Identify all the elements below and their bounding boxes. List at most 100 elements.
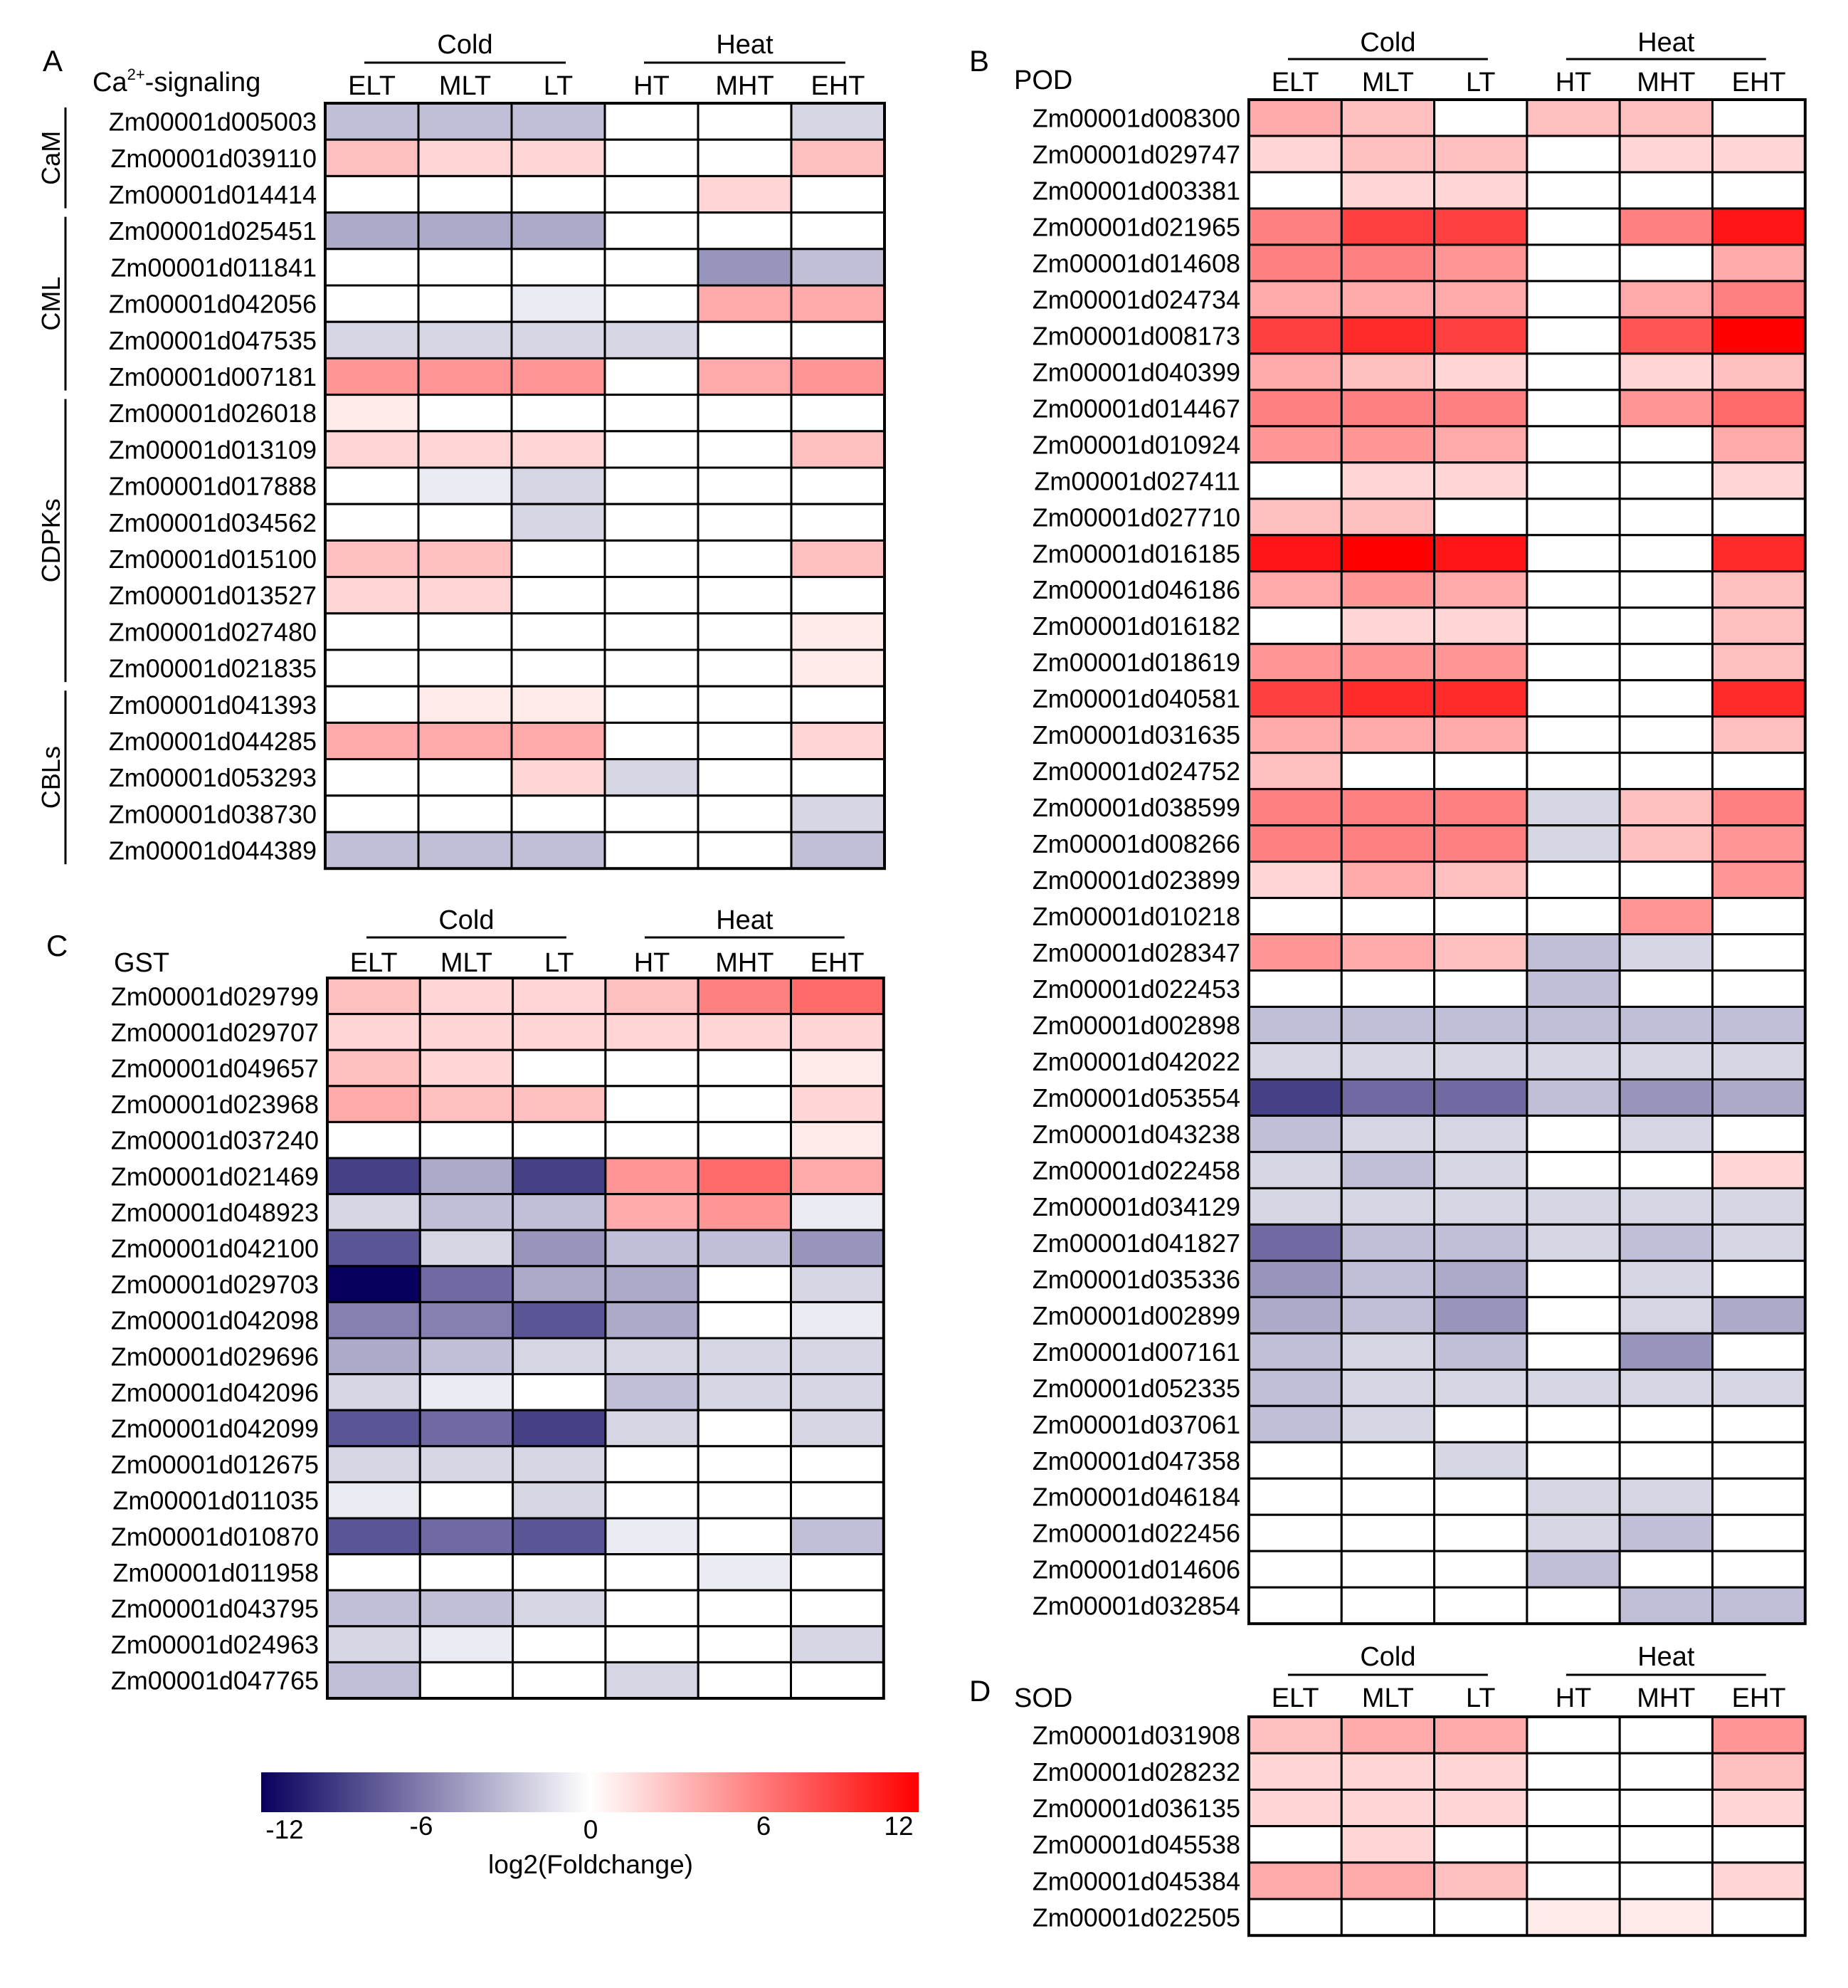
column-label: EHT [811,948,865,978]
heatmap-cell [418,1481,514,1520]
heatmap-cell [1340,1259,1436,1298]
heatmap-cell [790,831,886,870]
heatmap-cell [1526,1259,1621,1298]
heatmap-cell [418,1300,514,1340]
heatmap-cell [1711,1513,1807,1552]
heatmap-cell [1433,1223,1528,1262]
heatmap-cell [790,1337,885,1376]
heatmap-cell [1526,207,1621,246]
panel-title: SOD [1014,1683,1072,1713]
row-label: Zm00001d023899 [1033,866,1240,895]
column-label: EHT [1732,68,1786,98]
heatmap-cell [603,102,699,141]
heatmap-cell [790,1229,885,1268]
heatmap-panel-d: D SOD Cold Heat ELT MLT LT HT MHT EHT Zm00001d0319… [969,1642,1807,1937]
row-group-label: CML [36,277,65,331]
heatmap-cell [326,1013,421,1051]
heatmap-cell [324,357,420,396]
heatmap-cell [1433,534,1528,573]
heatmap-cell [1433,135,1528,174]
row-label: Zm00001d042022 [1033,1047,1240,1076]
heatmap-cell [603,357,699,396]
heatmap-cell [417,758,513,797]
heatmap-cell [1247,1752,1343,1791]
heatmap-cell [417,320,513,359]
heatmap-cell [1340,1861,1436,1900]
column-label: HT [1556,68,1592,98]
heatmap-cell [697,466,793,505]
heatmap-cell [512,1120,607,1159]
heatmap-cell [1340,643,1436,682]
heatmap-cell [417,211,513,251]
heatmap-cell [697,1157,793,1196]
heatmap-cell [1711,1861,1807,1900]
heatmap-cell [790,1481,885,1520]
heatmap-cell [697,1445,793,1483]
heatmap-cell [1618,715,1714,754]
heatmap-cell [1247,679,1343,718]
heatmap-cell [512,1373,607,1411]
heatmap-cell [324,685,420,724]
heatmap-panel-c: C GST Cold Heat ELT MLT LT HT MHT EHT Zm00001d0297… [46,905,885,1700]
heatmap-cell [1618,570,1714,609]
heatmap-cell [1247,570,1343,609]
row-label: Zm00001d029799 [111,982,319,1011]
heatmap-cell [697,1193,793,1231]
heatmap-cell [790,174,886,214]
heatmap-cell [697,1373,793,1411]
heatmap-cell [1711,1715,1807,1755]
heatmap-cell [1340,933,1436,972]
heatmap-cell [1340,461,1436,500]
heatmap-cell [418,1553,514,1592]
heatmap-cell [697,1481,793,1520]
heatmap-cell [1247,425,1343,464]
heatmap-cell [790,1589,885,1628]
row-label: Zm00001d021965 [1033,212,1240,241]
heatmap-cell [790,1517,885,1556]
heatmap-cell [1526,1477,1621,1516]
heatmap-cell [510,831,606,870]
heatmap-cell [1618,1788,1714,1828]
heatmap-cell [604,1589,699,1628]
heatmap-cell [1247,1114,1343,1153]
row-label: Zm00001d040399 [1033,357,1240,386]
heatmap-cell [1340,969,1436,1009]
heatmap-cell [790,1193,885,1231]
row-label: Zm00001d021469 [111,1162,319,1191]
heatmap-cell [1433,352,1528,391]
row-label: Zm00001d011841 [110,253,317,282]
row-label: Zm00001d014414 [109,180,317,209]
heatmap-cell [697,1661,793,1700]
heatmap-cell [1526,643,1621,682]
heatmap-cell [790,1409,885,1448]
heatmap-cell [1433,171,1528,210]
heatmap-cell [326,1265,421,1303]
heatmap-cell [1526,1078,1621,1117]
heatmap-cell [1340,1898,1436,1937]
heatmap-cell [604,1157,699,1196]
heatmap-cell [512,1409,607,1448]
heatmap-cell [510,138,606,177]
heatmap-cell [1340,1006,1436,1044]
heatmap-cell [1618,425,1714,464]
heatmap-cell [512,1229,607,1268]
heatmap-cell [1526,243,1621,283]
row-label: Zm00001d045538 [1033,1830,1240,1859]
row-label: Zm00001d037061 [1033,1410,1240,1439]
row-label: Zm00001d011035 [112,1486,319,1515]
heatmap-cell [1247,1223,1343,1262]
heatmap-cell [417,721,513,761]
heatmap-cell [1618,1586,1714,1625]
heatmap-cell [1618,1187,1714,1226]
heatmap-cell [1340,752,1436,791]
heatmap-cell [697,430,793,469]
heatmap-cell [1711,1550,1807,1589]
heatmap-cell [1433,933,1528,972]
heatmap-cell [604,1013,699,1051]
heatmap-cell [1711,897,1807,936]
heatmap-cell [324,430,420,469]
heatmap-cell [697,576,793,615]
heatmap-cell [1526,280,1621,319]
heatmap-cell [1618,679,1714,718]
heatmap-cell [1247,98,1343,137]
